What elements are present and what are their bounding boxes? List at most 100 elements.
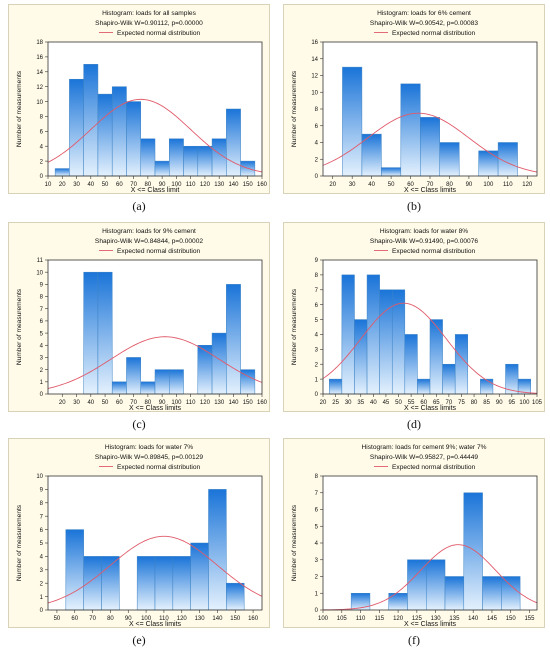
histogram-bar (140, 138, 156, 177)
x-tick-label: 140 (228, 400, 239, 406)
y-tick-label: 9 (40, 488, 44, 494)
x-tick-label: 80 (446, 182, 453, 188)
y-tick-label: 7 (40, 514, 44, 520)
x-tick-label: 30 (73, 400, 80, 406)
legend-label: Expected normal distribution (117, 464, 201, 471)
histogram-bar (83, 556, 102, 611)
x-tick-label: 100 (318, 616, 329, 622)
histogram-bar (454, 334, 469, 395)
histogram-bar (197, 345, 213, 395)
x-tick-label: 110 (186, 400, 196, 406)
x-tick-label: 80 (471, 400, 478, 406)
histogram-bar (342, 66, 363, 177)
histogram-bar (381, 167, 402, 177)
y-tick-label: 2 (315, 362, 319, 368)
x-tick-label: 155 (524, 616, 535, 622)
x-tick-label: 100 (483, 182, 494, 188)
x-tick-label: 145 (487, 616, 498, 622)
y-axis-label: Number of measurements (16, 288, 23, 365)
histogram-bar (101, 556, 120, 611)
x-axis-label: X <= Class limits (404, 187, 457, 194)
y-axis-label: Number of measurements (291, 504, 298, 581)
x-tick-label: 60 (71, 616, 78, 622)
histogram-bar (226, 582, 245, 611)
x-tick-label: 60 (116, 400, 123, 406)
histogram-bar (425, 559, 446, 611)
y-tick-label: 4 (315, 141, 319, 147)
chart-title: Histogram: loads for 6% cement (377, 10, 471, 17)
x-tick-label: 100 (171, 182, 182, 188)
y-tick-label: 7 (40, 307, 44, 313)
x-axis-label: X <= Class limit (131, 187, 180, 194)
y-tick-label: 10 (311, 90, 318, 96)
x-tick-label: 60 (420, 400, 427, 406)
y-tick-label: 0 (40, 392, 44, 398)
y-tick-label: 8 (315, 273, 319, 279)
y-tick-label: 0 (315, 174, 319, 180)
histogram-bar (442, 363, 456, 395)
x-tick-label: 115 (375, 616, 385, 622)
x-tick-label: 100 (519, 400, 530, 406)
x-tick-label: 85 (483, 400, 490, 406)
plot-border (322, 259, 538, 395)
y-tick-label: 8 (40, 501, 44, 507)
normal-distribution-curve (322, 112, 538, 173)
histogram-bar (83, 64, 99, 177)
y-tick-label: 18 (36, 40, 43, 46)
x-tick-label: 20 (59, 182, 66, 188)
histogram-bar (97, 93, 113, 177)
chart-subtitle: Shapiro-Wilk W=0.84844, p=0.00002 (95, 238, 203, 245)
x-tick-label: 40 (87, 182, 94, 188)
x-tick-label: 20 (329, 182, 336, 188)
x-axis-label: X <= Class limits (404, 405, 457, 412)
x-tick-label: 160 (257, 182, 268, 188)
panel-e: Histogram: loads for water 7% Shapiro-Wil… (8, 438, 270, 650)
y-tick-label: 4 (40, 555, 44, 561)
y-tick-label: 11 (37, 258, 44, 264)
y-tick-label: 6 (40, 319, 44, 325)
y-tick-label: 5 (315, 524, 319, 530)
x-tick-label: 120 (200, 182, 211, 188)
plot-border (47, 41, 263, 177)
histogram-bar (480, 378, 494, 395)
normal-distribution-curve (322, 544, 538, 611)
x-tick-label: 140 (212, 616, 223, 622)
histogram-bar (400, 83, 421, 177)
histogram-bar (172, 556, 191, 611)
y-tick-label: 2 (40, 368, 44, 374)
x-tick-label: 10 (45, 182, 52, 188)
chart-subtitle: Shapiro-Wilk W=0.90542, p=0.00083 (370, 20, 478, 27)
x-axis-label: X <= Class limits (129, 621, 182, 628)
chart-title: Histogram: loads for water 7% (105, 444, 193, 451)
normal-distribution-curve (47, 336, 263, 389)
panel-c: Histogram: loads for 9% cement Shapiro-Wi… (8, 222, 270, 434)
y-tick-label: 8 (315, 107, 319, 113)
x-tick-label: 105 (532, 400, 543, 406)
x-tick-label: 120 (200, 400, 211, 406)
histogram-bar (211, 332, 227, 395)
x-tick-label: 30 (73, 182, 80, 188)
y-tick-label: 5 (315, 318, 319, 324)
x-tick-label: 130 (214, 400, 225, 406)
chart-subtitle: Shapiro-Wilk W=0.95827, p=0.44449 (370, 454, 478, 461)
y-tick-label: 6 (40, 528, 44, 534)
x-tick-label: 30 (345, 400, 352, 406)
chart-subtitle: Shapiro-Wilk W=0.91490, p=0.00076 (370, 238, 478, 245)
panel-b: Histogram: loads for 6% cement Shapiro-Wi… (283, 4, 545, 216)
y-tick-label: 12 (311, 74, 318, 80)
x-tick-label: 50 (102, 400, 109, 406)
y-tick-label: 8 (40, 295, 44, 301)
histogram-bar (439, 142, 460, 177)
histogram-bar (54, 168, 70, 177)
y-tick-label: 10 (36, 474, 43, 480)
x-tick-label: 50 (388, 182, 395, 188)
histogram-bar (388, 593, 408, 611)
x-tick-label: 90 (159, 400, 166, 406)
y-tick-label: 3 (315, 558, 319, 564)
histogram-bar (111, 381, 127, 395)
x-tick-label: 90 (159, 182, 166, 188)
histogram-bar (183, 145, 199, 177)
y-tick-label: 12 (36, 85, 43, 91)
x-tick-label: 50 (395, 400, 402, 406)
x-tick-label: 110 (356, 616, 366, 622)
